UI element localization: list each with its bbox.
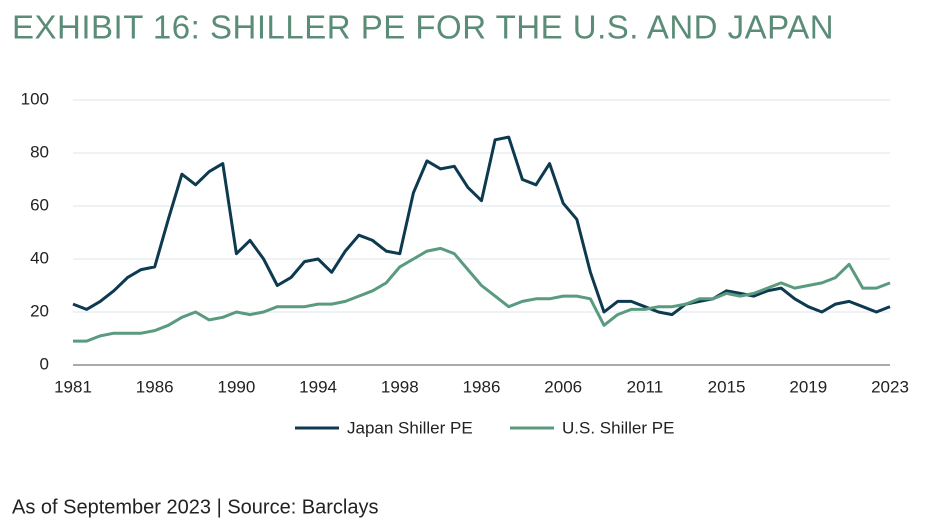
legend-label: Japan Shiller PE (347, 418, 473, 437)
y-tick-label: 40 (30, 248, 49, 267)
series-line (73, 246, 891, 343)
y-tick-label: 0 (40, 354, 49, 373)
x-tick-label: 2023 (871, 377, 909, 396)
legend-label: U.S. Shiller PE (562, 418, 674, 437)
x-tick-label: 2006 (544, 377, 582, 396)
x-tick-label: 2015 (708, 377, 746, 396)
y-tick-label: 80 (30, 142, 49, 161)
series-line (72, 135, 891, 317)
footnote: As of September 2023 | Source: Barclays (12, 496, 379, 518)
x-tick-label: 1986 (463, 377, 501, 396)
x-tick-label: 1998 (381, 377, 419, 396)
x-tick-label: 1981 (54, 377, 92, 396)
x-tick-label: 2019 (789, 377, 827, 396)
chart-title: EXHIBIT 16: SHILLER PE FOR THE U.S. AND … (12, 9, 834, 46)
x-tick-label: 2011 (627, 377, 664, 396)
x-tick-label: 1990 (217, 377, 255, 396)
x-tick-label: 1994 (299, 377, 337, 396)
x-tick-label: 1986 (136, 377, 174, 396)
y-tick-label: 20 (30, 301, 49, 320)
y-tick-label: 100 (21, 89, 49, 108)
y-tick-label: 60 (30, 195, 49, 214)
